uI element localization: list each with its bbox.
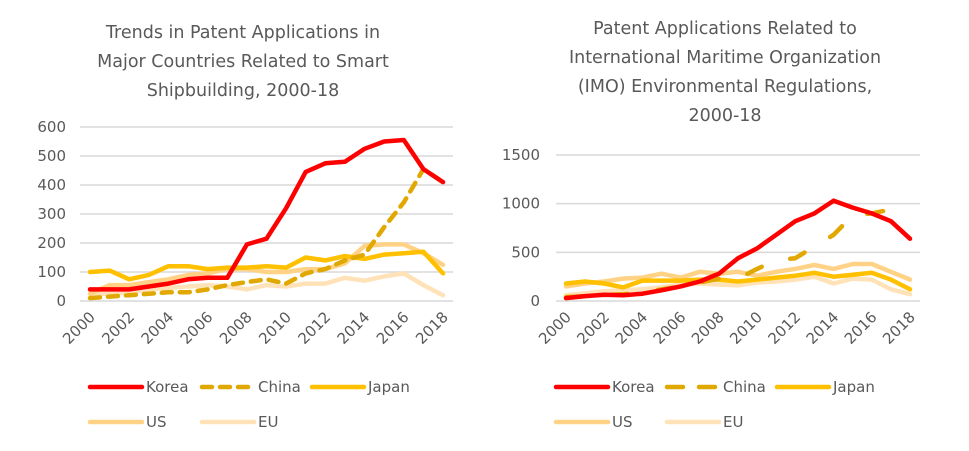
y-tick-label: 400	[37, 176, 66, 194]
chart-1: Trends in Patent Applications in Major Co…	[37, 23, 453, 431]
x-tick-label: 2008	[688, 308, 728, 348]
legend-label-eu: EU	[723, 413, 743, 431]
y-tick-label: 1000	[502, 195, 540, 213]
series-line-japan	[563, 270, 913, 292]
legend-label-korea: Korea	[146, 378, 189, 396]
x-tick-label: 2018	[412, 308, 452, 348]
x-tick-label: 2016	[841, 308, 881, 348]
series-line-korea	[87, 137, 446, 292]
x-tick-label: 2014	[803, 308, 843, 348]
x-tick-label: 2010	[726, 308, 766, 348]
chart-title-line: 2000-18	[688, 106, 761, 126]
x-tick-label: 2016	[373, 308, 413, 348]
series-line-japan	[87, 249, 446, 282]
legend-label-us: US	[146, 413, 167, 431]
x-tick-label: 2004	[138, 308, 178, 348]
x-tick-label: 2002	[98, 308, 138, 348]
x-tick-label: 2012	[294, 308, 334, 348]
legend-label-korea: Korea	[612, 378, 655, 396]
chart-title-line: (IMO) Environmental Regulations,	[578, 77, 872, 97]
x-tick-label: 2000	[59, 308, 99, 348]
series-line-us	[563, 261, 913, 289]
y-tick-label: 500	[511, 243, 540, 261]
chart-title-line: Major Countries Related to Smart	[97, 52, 389, 72]
legend-label-china: China	[258, 378, 301, 396]
y-tick-label: 0	[56, 292, 66, 310]
series-line-eu	[87, 271, 446, 298]
chart-title-line: Patent Applications Related to	[593, 19, 857, 39]
y-tick-label: 300	[37, 205, 66, 223]
legend-label-japan: Japan	[367, 378, 410, 396]
y-tick-label: 500	[37, 147, 66, 165]
series-line-korea	[563, 198, 913, 301]
chart-title-line: International Maritime Organization	[569, 48, 881, 68]
series-line-eu	[563, 274, 913, 298]
series-line-china	[87, 166, 446, 301]
y-tick-label: 0	[530, 292, 540, 310]
y-tick-label: 100	[37, 263, 66, 281]
x-tick-label: 2008	[216, 308, 256, 348]
legend-label-japan: Japan	[832, 378, 875, 396]
series-line-us	[87, 242, 446, 297]
x-tick-label: 2002	[573, 308, 613, 348]
legend-label-us: US	[612, 413, 633, 431]
chart-title-line: Trends in Patent Applications in	[105, 23, 380, 43]
x-tick-label: 2004	[612, 308, 652, 348]
y-tick-label: 1500	[502, 146, 540, 164]
x-tick-label: 2006	[650, 308, 690, 348]
x-tick-label: 2000	[535, 308, 575, 348]
x-tick-label: 2010	[255, 308, 295, 348]
y-tick-label: 600	[37, 118, 66, 136]
x-tick-label: 2018	[879, 308, 919, 348]
x-tick-label: 2012	[764, 308, 804, 348]
x-tick-label: 2014	[334, 308, 374, 348]
legend-label-eu: EU	[258, 413, 278, 431]
chart-2: Patent Applications Related to Internatio…	[502, 19, 920, 431]
chart-title-line: Shipbuilding, 2000-18	[147, 81, 340, 101]
x-tick-label: 2006	[177, 308, 217, 348]
y-tick-label: 200	[37, 234, 66, 252]
legend-label-china: China	[723, 378, 766, 396]
